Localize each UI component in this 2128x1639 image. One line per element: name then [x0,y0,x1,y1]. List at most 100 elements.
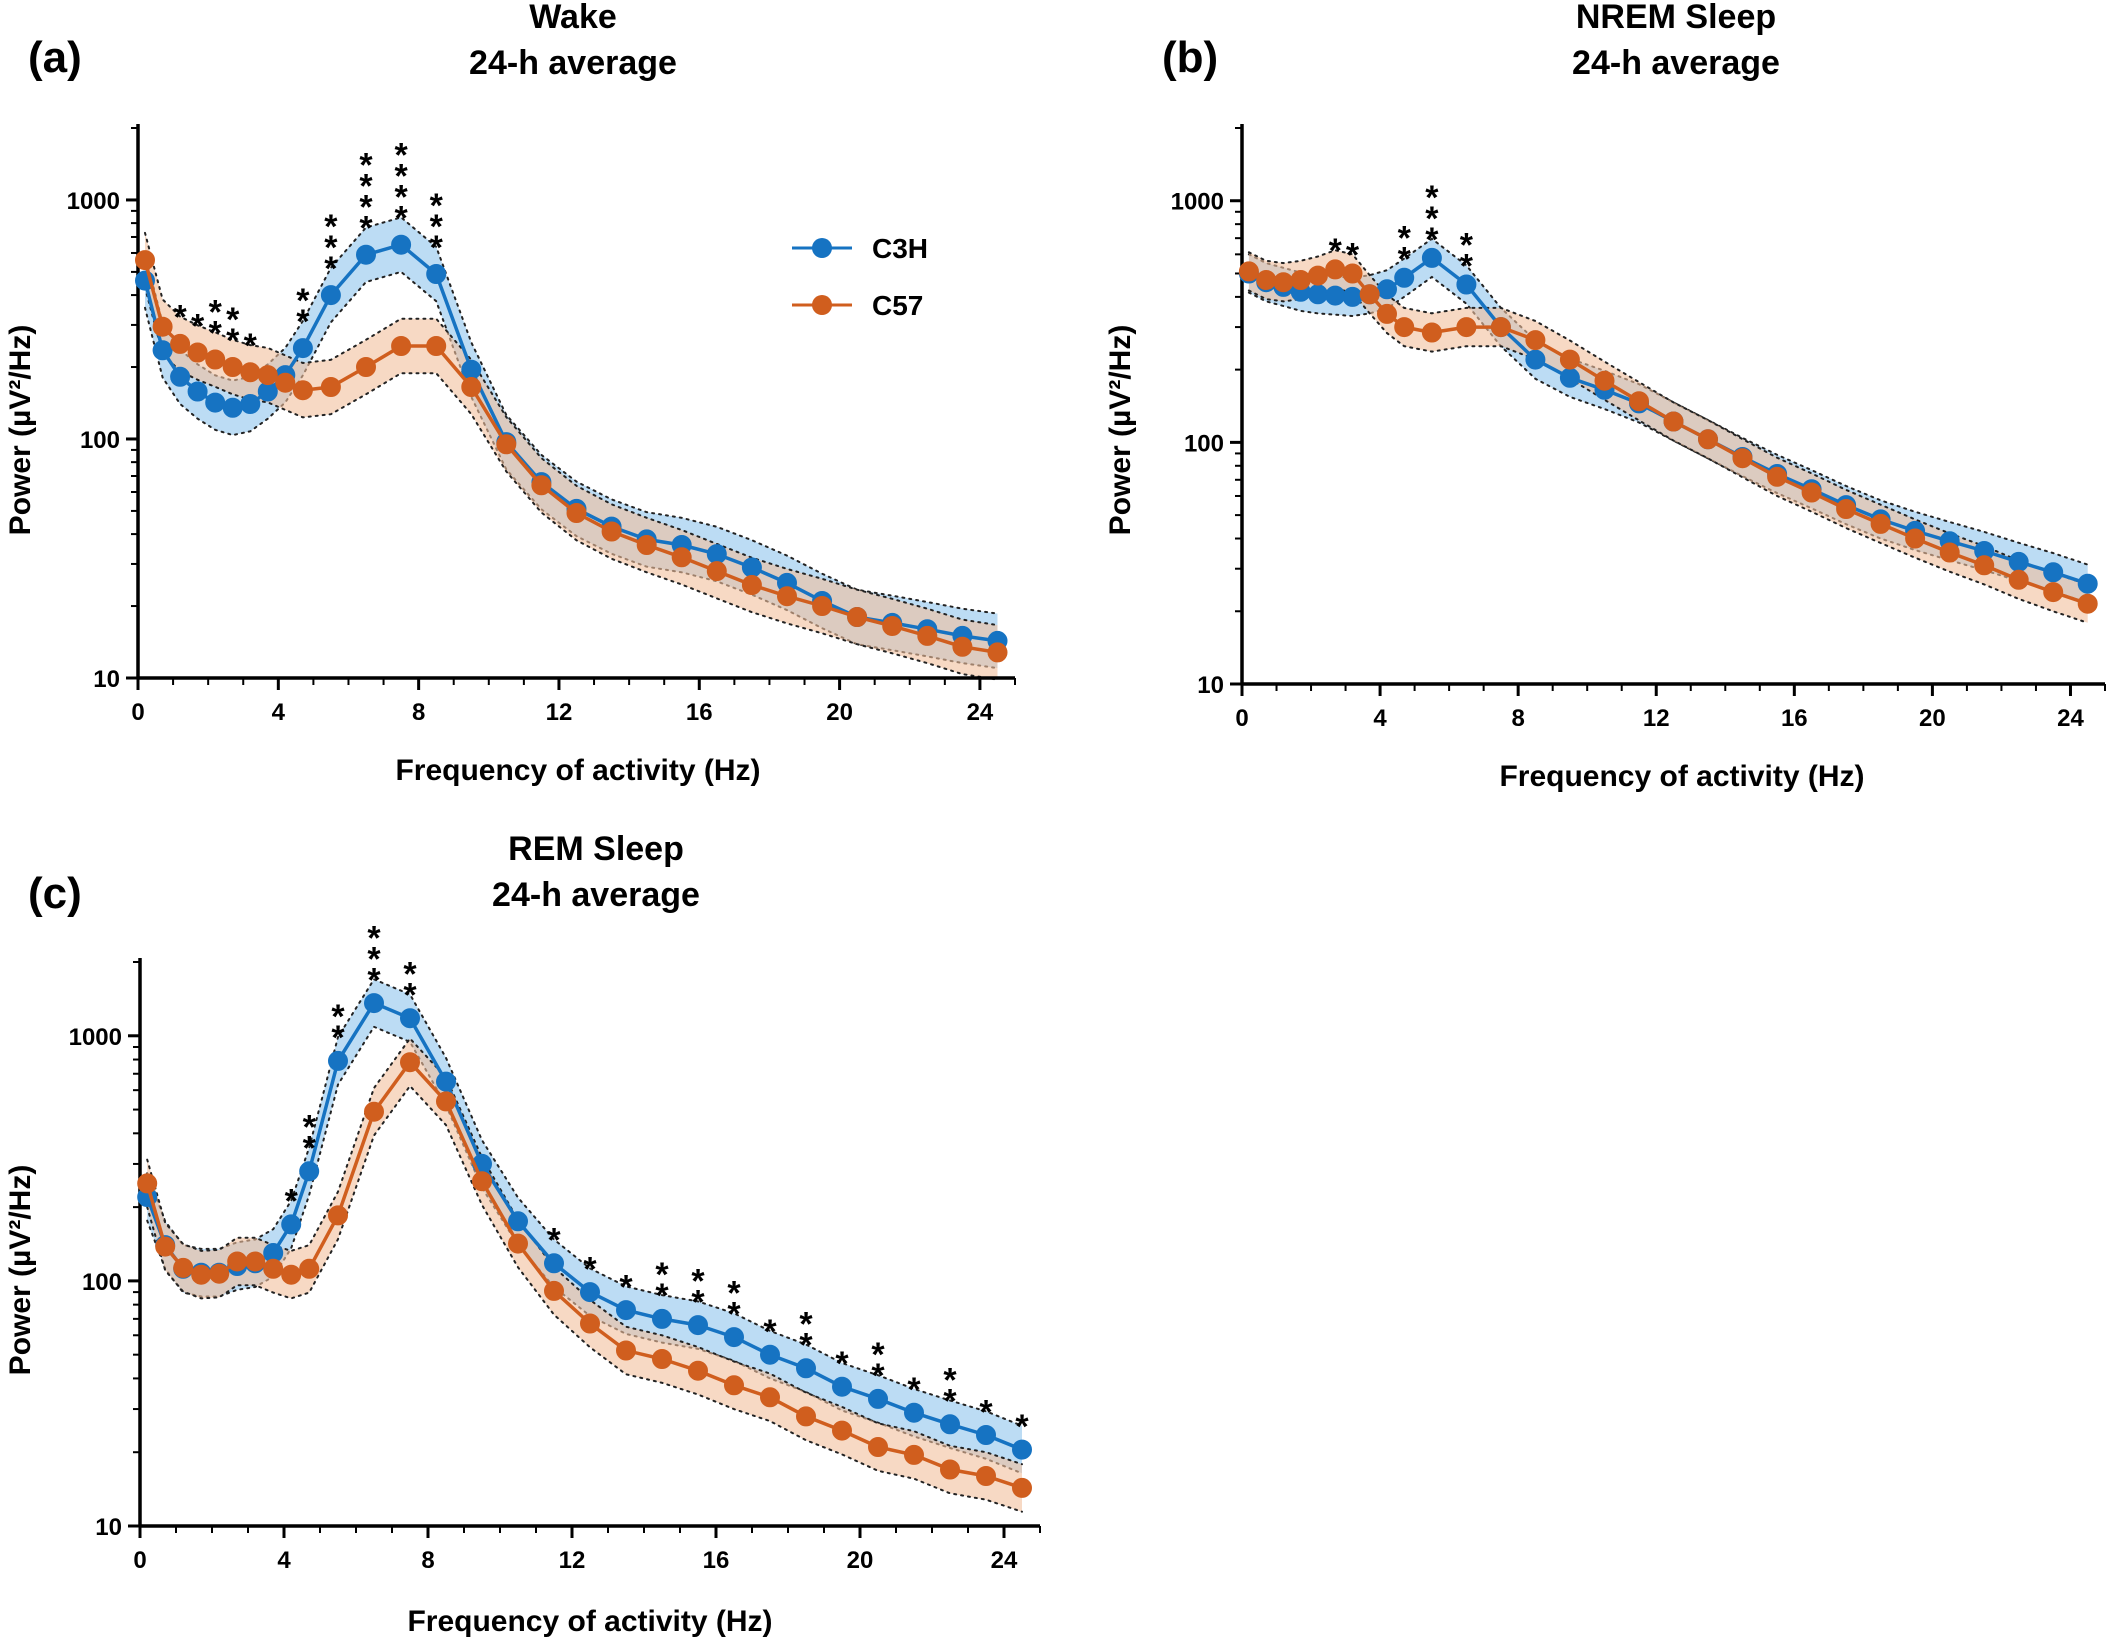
significance-star-a-8.5-1: * [430,208,444,246]
significance-star-c-20.5-0: * [871,1357,885,1395]
x-tick-label-4-a: 4 [272,699,286,726]
point-c57-b-13 [1525,330,1546,351]
series-b [1238,247,2098,614]
legend-marker-c3h [812,238,832,258]
point-c57-c-22 [760,1387,780,1408]
significance-star-c-4.2-0: * [285,1183,299,1221]
significance-star-a-7.5-3: * [394,136,408,174]
point-c57-c-9 [299,1258,320,1279]
point-c57-c-24 [832,1420,852,1441]
y-tick-label-100-c: 100 [82,1269,122,1296]
significance-star-c-7.5-0: * [403,976,417,1014]
significance-star-c-24.5-0: * [1015,1408,1029,1446]
significance-star-a-5.5-0: * [324,250,338,288]
point-c3h-a-14 [461,359,482,380]
significance-star-a-6.5-2: * [359,168,373,206]
significance-star-b-4.7-1: * [1398,220,1412,258]
point-c57-b-17 [1663,411,1684,432]
x-tick-label-8-c: 8 [421,1547,434,1574]
point-c3h-c-24 [832,1376,852,1397]
y-tick-label-1000-c: 1000 [69,1024,122,1051]
x-tick-label-12-a: 12 [546,699,573,726]
point-c57-a-19 [636,535,657,555]
x-tick-label-12-b: 12 [1643,705,1670,732]
point-c3h-c-15 [508,1211,528,1232]
x-tick-label-12-c: 12 [559,1547,586,1574]
point-c57-c-17 [580,1313,600,1334]
point-c57-b-28 [2043,582,2064,603]
point-c57-c-21 [724,1375,744,1396]
x-tick-label-0-a: 0 [131,699,144,726]
point-c57-c-19 [652,1349,672,1369]
legend-item-c3h: C3H [792,233,928,264]
point-c57-a-12 [391,336,412,356]
point-c57-c-8 [281,1264,302,1285]
panel-letter-b: (b) [1162,33,1218,82]
significance-star-c-16.5-1: * [727,1274,741,1312]
significance-star-c-17.5-0: * [763,1313,777,1351]
point-c57-b-4 [1307,265,1328,286]
bands-a [144,216,999,681]
significance-star-b-5.5-1: * [1425,200,1439,238]
y-tick-label-1000-a: 1000 [67,188,120,215]
point-c57-c-0 [137,1173,158,1194]
chart-title-c: REM Sleep [508,830,684,868]
significance-star-c-6.5-2: * [367,919,381,957]
y-tick-label-10-c: 10 [95,1514,122,1541]
point-c3h-c-23 [796,1358,816,1379]
x-tick-label-24-a: 24 [967,699,994,726]
point-c3h-b-5 [1325,285,1346,306]
x-tick-label-0-c: 0 [133,1547,146,1574]
line-c3h-a [143,242,998,643]
point-c57-c-23 [796,1406,816,1427]
significance-star-c-21.5-0: * [907,1371,921,1409]
point-c57-a-0 [135,250,155,271]
band-c3h-c [147,979,1022,1474]
x-tick-label-24-b: 24 [2057,705,2084,732]
point-c57-c-15 [508,1233,528,1254]
point-c57-b-21 [1801,482,1822,503]
significance-star-a-8.5-0: * [430,229,444,267]
axes-c: 0 4 8 12 16 20 24 10 100 1000 [69,958,1041,1574]
significance-star-a-4.7-1: * [296,282,310,320]
point-c3h-a-3 [187,381,208,402]
point-c57-a-10 [320,377,341,397]
legend: C3H C57 [792,233,928,321]
point-c3h-c-18 [616,1300,636,1321]
significance-star-a-7.5-2: * [394,157,408,195]
significance-star-c-14.5-0: * [655,1277,669,1315]
point-c3h-c-26 [904,1402,924,1423]
point-c57-b-19 [1732,448,1753,469]
point-c57-c-27 [940,1459,960,1480]
significance-star-b-6.5-0: * [1460,247,1474,285]
point-c3h-b-28 [2043,562,2064,583]
point-c57-a-18 [601,521,622,542]
significance-star-a-5.5-2: * [324,208,338,246]
point-c57-c-1 [155,1236,176,1257]
point-c57-c-16 [544,1280,564,1301]
band-lower-edge-c57-c [146,1084,1023,1513]
x-tick-label-24-c: 24 [991,1547,1018,1574]
point-c57-b-15 [1594,370,1615,391]
point-c57-b-3 [1290,270,1311,290]
band-c57-c [147,1038,1022,1512]
chart-title-b: NREM Sleep [1576,0,1776,36]
panel-b: (b) NREM Sleep 24-h average Frequency of… [1104,0,2106,793]
significance-star-a-2.2-0: * [209,314,223,352]
point-c57-a-20 [671,547,692,568]
significance-star-c-20.5-1: * [871,1336,885,1374]
point-c3h-c-28 [976,1425,996,1445]
point-c57-a-2 [170,333,191,354]
significance-star-b-2.7-0: * [1329,232,1343,270]
point-c57-c-12 [400,1052,420,1073]
significance-star-a-6.5-0: * [359,210,373,248]
point-c57-b-14 [1559,349,1580,370]
point-c3h-c-11 [364,993,384,1014]
point-c3h-c-21 [724,1327,744,1348]
legend-label-c57: C57 [872,290,923,321]
significance-star-a-1.7-0: * [191,307,205,345]
significance-star-a-7.5-1: * [394,178,408,216]
point-c57-c-18 [616,1340,636,1361]
point-c57-a-1 [152,316,173,337]
